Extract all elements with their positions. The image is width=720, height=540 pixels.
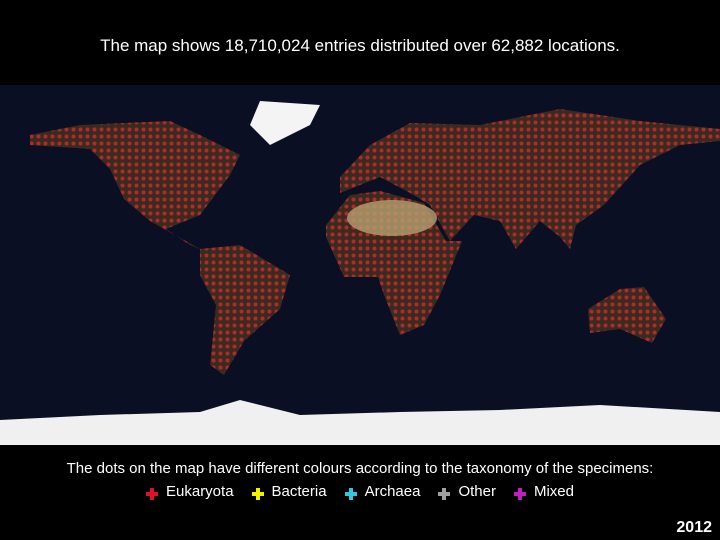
title: The map shows 18,710,024 entries distrib… [100, 36, 620, 55]
legend-item: Other [438, 482, 496, 500]
legend-marker [513, 488, 526, 500]
cross-arm [251, 492, 264, 496]
australia [588, 287, 666, 343]
year: 2012 [676, 519, 712, 536]
legend-label: Mixed [533, 482, 574, 500]
cross-arm [438, 492, 451, 496]
legend-label: Archaea [364, 482, 421, 500]
cross-arm [146, 492, 158, 496]
legend-marker [344, 488, 357, 500]
north-america [30, 121, 240, 249]
cross-arm [513, 492, 526, 496]
legend: Eukaryota Bacteria Archaea Other Mixed [0, 482, 720, 500]
legend-marker [251, 488, 264, 500]
legend-item: Bacteria [251, 482, 327, 500]
caption: The dots on the map have different colou… [66, 460, 654, 477]
legend-item: Eukaryota [146, 482, 234, 500]
greenland [250, 101, 320, 145]
legend-label: Other [458, 482, 496, 500]
legend-marker [438, 488, 451, 500]
legend-label: Eukaryota [166, 482, 234, 500]
south-america [200, 245, 290, 375]
world-map [0, 85, 720, 445]
legend-item: Mixed [513, 482, 574, 500]
antarctica [0, 400, 720, 445]
legend-marker [146, 488, 158, 500]
legend-item: Archaea [344, 482, 421, 500]
cross-arm [344, 492, 357, 496]
desert [347, 200, 437, 236]
legend-label: Bacteria [271, 482, 327, 500]
